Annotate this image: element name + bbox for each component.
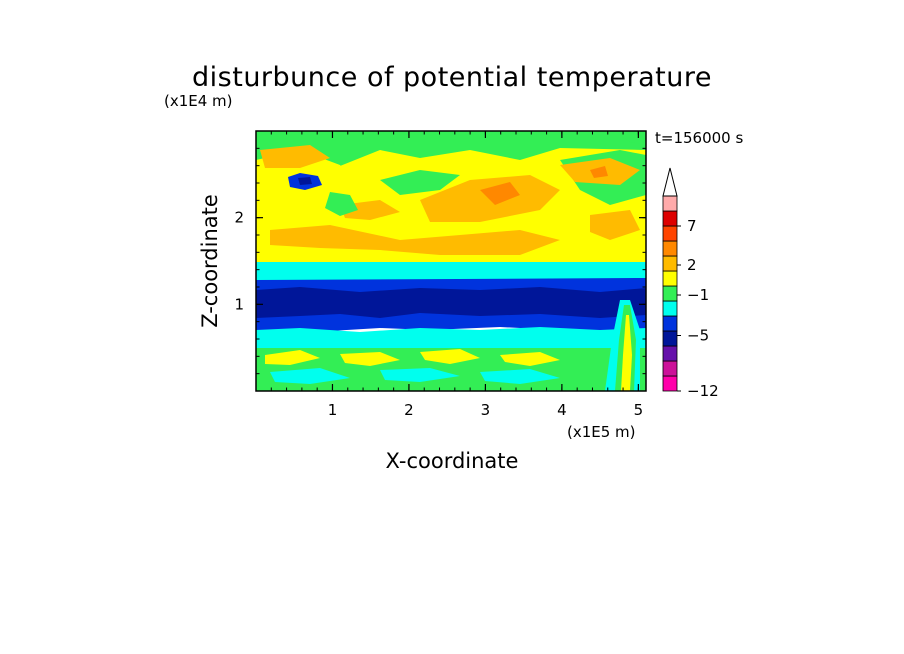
colorbar-swatch [662, 345, 678, 362]
chart-title: disturbunce of potential temperature [192, 62, 712, 93]
orange-patch-right [590, 210, 640, 240]
x-axis-ticks: 1 2 3 4 5 [270, 131, 644, 419]
colorbar-swatch [662, 240, 678, 257]
colorbar-tick-label: 7 [687, 217, 697, 235]
colorbar-swatch [662, 195, 678, 212]
colorbar-swatch [662, 210, 678, 227]
colorbar-swatch [662, 375, 678, 392]
x-tick-label: 2 [404, 401, 414, 419]
y-tick-label: 1 [234, 295, 244, 313]
orange-band-lower [270, 225, 560, 255]
colorbar-swatch [662, 225, 678, 242]
colorbar-tick-label: −5 [687, 327, 709, 345]
x-tick-label: 1 [328, 401, 338, 419]
plume-yellow [621, 315, 632, 391]
lower-yellow-4 [500, 352, 560, 366]
time-label: t=156000 s [655, 129, 743, 147]
colorbar-swatch [662, 270, 678, 287]
upper-green-band [256, 131, 646, 190]
dark-blue-band [256, 287, 646, 318]
colorbar-swatch [662, 300, 678, 317]
colorbar-tick-label: −1 [687, 286, 709, 304]
colorbar-swatch [662, 360, 678, 377]
x-tick-label: 5 [634, 401, 644, 419]
upper-green-mid [380, 170, 460, 195]
contour-field [256, 131, 646, 391]
lower-cyan-3 [480, 369, 560, 384]
colorbar-swatch [662, 330, 678, 347]
lower-yellow-1 [265, 350, 320, 365]
orange-dark-topright [590, 166, 608, 178]
colorbar-extend-arrow [662, 167, 678, 197]
dark-blue-spot-upper [298, 177, 312, 185]
lower-yellow-3 [420, 349, 480, 364]
x-tick-label: 3 [481, 401, 491, 419]
colorbar-swatch [662, 315, 678, 332]
green-around-blue [325, 192, 358, 216]
lower-cyan-2 [380, 368, 460, 382]
colorbar-tick-label: 2 [687, 256, 697, 274]
orange-dark-center [480, 182, 520, 205]
y-axis-label: Z-coordinate [198, 194, 222, 328]
y-unit-label: (x1E4 m) [164, 92, 233, 110]
x-tick-label: 4 [557, 401, 567, 419]
x-axis-label: X-coordinate [386, 449, 519, 473]
x-unit-label: (x1E5 m) [567, 423, 636, 441]
lower-cyan-1 [270, 368, 350, 384]
y-axis-ticks: 12 [234, 147, 646, 375]
colorbar-swatch [662, 255, 678, 272]
lower-yellow-2 [340, 352, 400, 366]
plot-frame [255, 130, 647, 392]
cyan-lower-band [256, 327, 646, 353]
orange-patch-topleft [260, 145, 330, 168]
colorbar-tick-label: −12 [687, 382, 719, 400]
colorbar: 7 2 −1 −5 −12 [662, 167, 719, 400]
colorbar-swatch [662, 285, 678, 302]
y-tick-label: 2 [234, 209, 244, 227]
